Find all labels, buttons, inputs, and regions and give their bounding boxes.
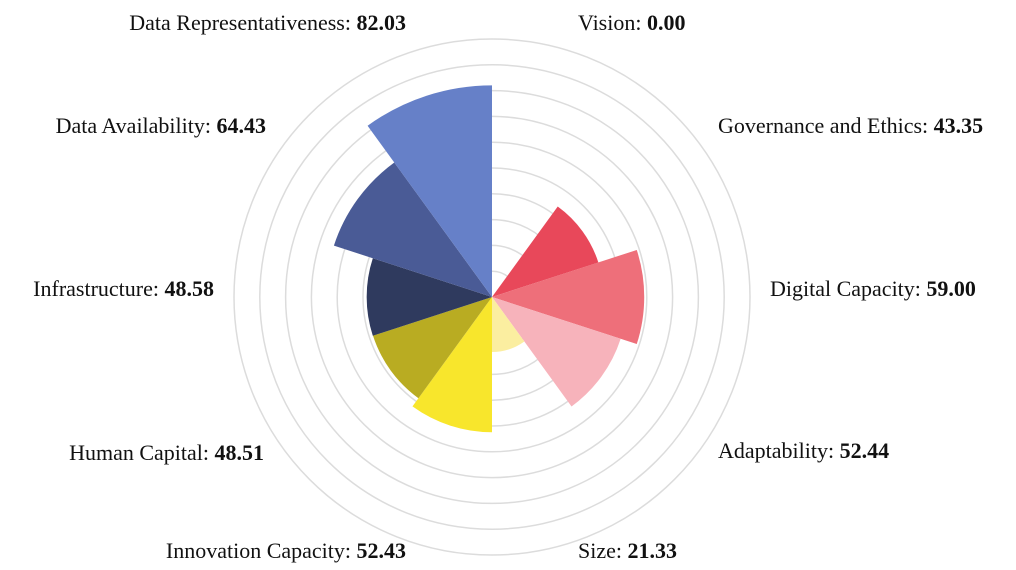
- category-name: Governance and Ethics:: [718, 113, 928, 138]
- category-name: Human Capital:: [69, 440, 209, 465]
- category-name: Infrastructure:: [33, 276, 159, 301]
- category-label: Size: 21.33: [578, 538, 677, 563]
- category-label: Data Availability: 64.43: [56, 113, 266, 138]
- category-name: Size:: [578, 538, 622, 563]
- category-label: Adaptability: 52.44: [718, 438, 889, 463]
- wedge: [333, 162, 492, 297]
- value-label: 48.51: [215, 440, 265, 465]
- category-name: Innovation Capacity:: [166, 538, 351, 563]
- value-label: 0.00: [647, 10, 686, 35]
- value-label: 82.03: [357, 10, 407, 35]
- grid-ring: [233, 38, 751, 556]
- grid-ring: [259, 64, 725, 530]
- wedge: [492, 249, 645, 345]
- category-label: Governance and Ethics: 43.35: [718, 113, 983, 138]
- category-name: Adaptability:: [718, 438, 834, 463]
- wedge: [492, 206, 599, 297]
- wedge: [367, 85, 492, 297]
- category-label: Vision: 0.00: [578, 10, 685, 35]
- value-label: 43.35: [934, 113, 984, 138]
- wedge: [492, 297, 621, 407]
- category-name: Vision:: [578, 10, 641, 35]
- category-name: Data Representativeness:: [129, 10, 351, 35]
- wedge: [366, 258, 492, 336]
- category-label: Human Capital: 48.51: [69, 440, 264, 465]
- value-label: 21.33: [628, 538, 678, 563]
- wedge: [492, 297, 525, 353]
- value-label: 52.43: [357, 538, 407, 563]
- value-label: 48.58: [165, 276, 215, 301]
- category-label: Data Representativeness: 82.03: [129, 10, 406, 35]
- wedge: [412, 297, 492, 433]
- category-name: Digital Capacity:: [770, 276, 921, 301]
- wedge: [372, 297, 492, 399]
- value-label: 52.44: [840, 438, 890, 463]
- category-name: Data Availability:: [56, 113, 211, 138]
- category-label: Digital Capacity: 59.00: [770, 276, 976, 301]
- value-label: 59.00: [926, 276, 976, 301]
- value-label: 64.43: [217, 113, 267, 138]
- category-label: Innovation Capacity: 52.43: [166, 538, 406, 563]
- category-label: Infrastructure: 48.58: [33, 276, 214, 301]
